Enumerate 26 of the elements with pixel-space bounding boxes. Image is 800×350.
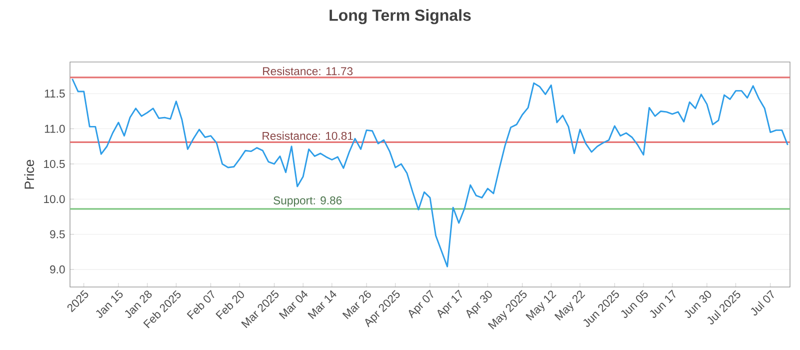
- x-tick-label: Jun 05: [621, 290, 648, 318]
- ref-line-label: Resistance: 11.73: [263, 66, 353, 76]
- line-series: [72, 78, 788, 268]
- x-tick-label: Jul 07: [750, 290, 774, 316]
- x-tick-label: Mar 04: [278, 290, 308, 320]
- y-tick-label: 9.5: [50, 230, 65, 238]
- y-tick-label: 11.0: [44, 124, 65, 133]
- x-tick-label: Apr 07: [408, 290, 434, 318]
- y-tick-label: 10.0: [44, 195, 65, 204]
- x-tick-label: Jun 17: [650, 290, 676, 318]
- ref-line-label: Support: 9.86: [274, 196, 342, 207]
- x-tick-label: Feb 20: [216, 290, 244, 320]
- y-tick-label: 10.5: [44, 160, 65, 168]
- x-tick-label: Jun 30: [684, 290, 712, 318]
- x-tick-label: Jan 15: [96, 290, 123, 318]
- x-tick-label: Apr 30: [466, 290, 492, 318]
- x-tick-label: Feb 07: [186, 290, 214, 320]
- x-tick-label: Mar 26: [342, 290, 371, 320]
- y-tick-label: 11.5: [44, 90, 65, 98]
- y-axis-title: Price: [24, 160, 34, 189]
- x-tick-label: Jan 28: [124, 290, 152, 318]
- y-tick-label: 9.0: [50, 265, 65, 274]
- chart-title: Long Term Signals: [330, 9, 471, 24]
- ref-line-label: Resistance: 10.81: [262, 132, 353, 140]
- x-tick-label: Mar 14: [308, 290, 336, 320]
- x-tick-label: Apr 17: [437, 290, 462, 318]
